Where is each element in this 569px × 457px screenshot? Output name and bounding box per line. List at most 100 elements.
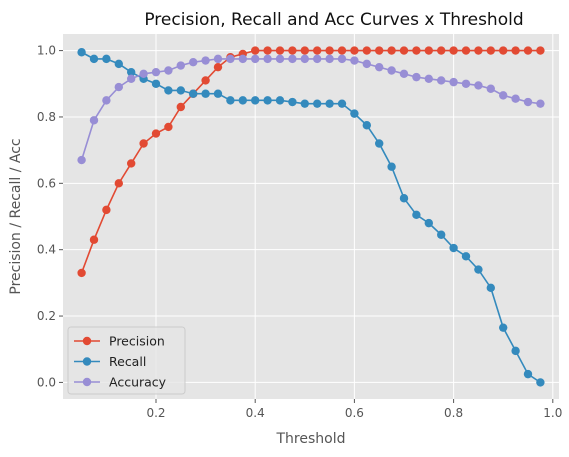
precision-point <box>412 46 421 55</box>
accuracy-point <box>189 58 198 67</box>
x-tick-label: 1.0 <box>543 406 562 420</box>
precision-point <box>424 46 433 55</box>
recall-point <box>275 96 285 105</box>
accuracy-point <box>176 61 185 70</box>
accuracy-point <box>164 66 173 75</box>
y-tick-label: 1.0 <box>37 44 56 58</box>
accuracy-point <box>77 155 86 165</box>
precision-point <box>313 46 322 55</box>
accuracy-point <box>412 72 421 82</box>
legend-item-recall: Recall <box>74 354 146 369</box>
accuracy-point <box>139 69 148 79</box>
recall-point <box>536 378 545 387</box>
recall-point <box>449 243 458 253</box>
recall-point <box>387 162 396 171</box>
recall-point <box>263 96 272 105</box>
accuracy-point <box>263 54 272 64</box>
y-tick-label: 0.0 <box>37 375 56 389</box>
precision-point <box>164 122 173 132</box>
accuracy-point <box>300 54 309 64</box>
precision-point <box>77 268 86 278</box>
precision-point <box>102 205 111 215</box>
accuracy-point <box>499 91 508 100</box>
accuracy-point <box>102 96 111 105</box>
recall-point <box>375 139 384 148</box>
recall-point <box>189 89 198 98</box>
precision-point <box>127 159 136 168</box>
precision-point <box>300 46 309 55</box>
chart-title: Precision, Recall and Acc Curves x Thres… <box>144 10 523 30</box>
y-tick-label: 0.4 <box>37 243 56 257</box>
precision-point <box>213 62 223 72</box>
legend: Precision Recall Accuracy <box>67 326 186 395</box>
precision-point <box>499 46 508 55</box>
recall-point <box>77 48 86 57</box>
precision-point <box>536 46 545 55</box>
recall-point <box>523 369 533 379</box>
precision-point <box>449 46 458 55</box>
y-tick-label: 0.6 <box>37 176 56 190</box>
precision-point <box>362 46 371 55</box>
precision-point <box>523 46 533 55</box>
y-tick-label: 0.2 <box>37 309 56 323</box>
recall-point <box>300 99 309 108</box>
precision-point <box>437 46 446 55</box>
accuracy-point <box>89 116 99 125</box>
accuracy-point <box>226 54 235 64</box>
accuracy-point <box>350 56 359 65</box>
accuracy-point <box>362 59 371 69</box>
y-tick-label: 0.8 <box>37 110 56 124</box>
legend-frame <box>67 326 186 395</box>
series-recall <box>77 48 545 387</box>
precision-point <box>275 46 285 55</box>
recall-point <box>350 109 359 118</box>
accuracy-point <box>337 54 347 64</box>
recall-point <box>313 99 322 108</box>
recall-point <box>164 86 173 95</box>
accuracy-point <box>424 74 433 83</box>
legend-item-precision: Precision <box>74 334 165 349</box>
recall-point <box>201 89 210 98</box>
legend-item-accuracy: Accuracy <box>74 375 167 390</box>
precision-point <box>89 235 99 244</box>
series-layer <box>77 46 545 387</box>
accuracy-point <box>387 66 396 75</box>
accuracy-point <box>437 76 446 85</box>
accuracy-point <box>536 99 545 108</box>
precision-point <box>474 46 483 55</box>
recall-point <box>362 121 371 130</box>
accuracy-point <box>114 82 124 92</box>
accuracy-point <box>127 74 136 83</box>
recall-point <box>337 99 347 108</box>
recall-point <box>102 54 111 64</box>
precision-point <box>325 46 334 55</box>
precision-point <box>139 139 148 148</box>
x-tick-label: 0.4 <box>246 406 265 420</box>
precision-point <box>288 46 297 55</box>
accuracy-point <box>449 77 458 87</box>
accuracy-point <box>275 54 285 64</box>
precision-point <box>337 46 347 55</box>
recall-point <box>238 96 247 105</box>
x-tick-label: 0.8 <box>444 406 463 420</box>
recall-point <box>151 79 161 88</box>
recall-point <box>474 265 483 274</box>
precision-point <box>176 102 185 112</box>
accuracy-point <box>151 67 161 77</box>
recall-point <box>251 96 260 105</box>
precision-point <box>114 179 124 188</box>
legend-label: Accuracy <box>109 375 167 390</box>
precision-point <box>399 46 409 55</box>
accuracy-point <box>486 84 495 93</box>
accuracy-point <box>313 54 322 64</box>
recall-point <box>213 89 223 98</box>
precision-point <box>251 46 260 55</box>
legend-swatch-marker <box>82 336 92 346</box>
recall-point <box>127 67 136 77</box>
legend-swatch-marker <box>82 357 92 366</box>
precision-point <box>263 46 272 55</box>
precision-point <box>201 76 210 85</box>
accuracy-point <box>251 54 260 64</box>
recall-point <box>325 99 334 108</box>
